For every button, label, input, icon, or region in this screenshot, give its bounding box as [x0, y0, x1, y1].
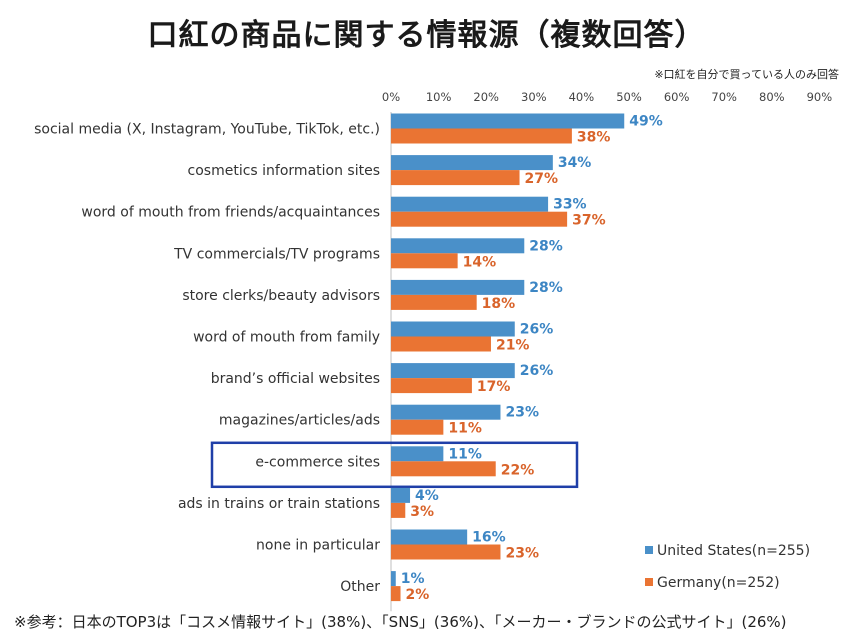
category-label: store clerks/beauty advisors: [182, 288, 380, 304]
data-label-united-states: 11%: [448, 446, 482, 462]
bar-united-states: [391, 571, 396, 587]
data-label-united-states: 28%: [529, 238, 563, 254]
bar-germany: [391, 170, 520, 186]
bar-germany: [391, 253, 458, 269]
data-label-united-states: 23%: [505, 405, 539, 421]
category-label: e-commerce sites: [255, 454, 380, 470]
category-label: Other: [340, 579, 380, 595]
data-label-united-states: 26%: [520, 322, 554, 338]
data-label-germany: 27%: [525, 171, 559, 187]
data-label-germany: 37%: [572, 213, 606, 229]
bar-united-states: [391, 529, 468, 545]
category-label: ads in trains or train stations: [178, 496, 380, 512]
bar-united-states: [391, 446, 444, 462]
x-tick-label: 20%: [473, 90, 499, 104]
data-label-united-states: 26%: [520, 363, 554, 379]
bar-germany: [391, 419, 444, 435]
highlight-box: [210, 441, 579, 489]
x-tick-label: 30%: [521, 90, 547, 104]
x-tick-label: 80%: [759, 90, 785, 104]
data-label-united-states: 16%: [472, 530, 506, 546]
data-label-germany: 17%: [477, 379, 511, 395]
data-label-germany: 11%: [448, 421, 482, 437]
category-label: social media (X, Instagram, YouTube, Tik…: [34, 122, 380, 138]
category-label: magazines/articles/ads: [219, 413, 380, 429]
bar-germany: [391, 211, 568, 227]
category-label: none in particular: [256, 538, 380, 554]
chart-title: 口紅の商品に関する情報源（複数回答）: [147, 18, 706, 53]
legend-label-germany: Germany(n=252): [657, 575, 780, 591]
legend-swatch-united-states: [645, 546, 653, 554]
bar-germany: [391, 502, 406, 518]
bar-united-states: [391, 321, 515, 337]
data-label-germany: 18%: [482, 296, 516, 312]
legend-swatch-germany: [645, 578, 653, 586]
bar-germany: [391, 586, 401, 602]
bar-united-states: [391, 196, 549, 212]
data-label-united-states: 28%: [529, 280, 563, 296]
x-tick-label: 50%: [616, 90, 642, 104]
bar-united-states: [391, 363, 515, 379]
data-label-germany: 23%: [505, 546, 539, 562]
category-label: word of mouth from family: [193, 330, 380, 346]
data-label-united-states: 1%: [401, 571, 425, 587]
bar-germany: [391, 461, 496, 477]
bar-germany: [391, 128, 572, 144]
bar-united-states: [391, 404, 501, 420]
bar-united-states: [391, 155, 553, 171]
bar-germany: [391, 378, 472, 394]
data-label-united-states: 49%: [629, 114, 663, 130]
data-label-germany: 38%: [577, 130, 611, 146]
category-label: TV commercials/TV programs: [173, 246, 380, 262]
data-label-united-states: 34%: [558, 155, 592, 171]
bar-germany: [391, 336, 491, 352]
x-tick-label: 10%: [426, 90, 452, 104]
respondent-note: ※口紅を自分で買っている人のみ回答: [654, 68, 839, 81]
data-label-united-states: 33%: [553, 197, 587, 213]
bar-united-states: [391, 487, 411, 503]
x-tick-label: 0%: [382, 90, 400, 104]
bar-united-states: [391, 238, 525, 254]
category-label: brand’s official websites: [211, 371, 380, 387]
data-label-germany: 2%: [406, 587, 430, 603]
data-label-germany: 21%: [496, 338, 530, 354]
data-label-germany: 3%: [410, 504, 434, 520]
x-tick-label: 60%: [664, 90, 690, 104]
category-label: cosmetics information sites: [188, 163, 380, 179]
bar-united-states: [391, 113, 625, 129]
x-tick-label: 40%: [569, 90, 595, 104]
bar-united-states: [391, 279, 525, 295]
data-label-germany: 22%: [501, 462, 535, 478]
bar-germany: [391, 294, 477, 310]
category-label: word of mouth from friends/acquaintances: [81, 205, 380, 221]
bar-germany: [391, 544, 501, 560]
data-label-united-states: 4%: [415, 488, 439, 504]
japan-reference-footnote: ※参考：日本のTOP3は「コスメ情報サイト」(38%)、「SNS」(36%)、「…: [14, 613, 787, 631]
x-tick-label: 70%: [711, 90, 737, 104]
data-label-germany: 14%: [463, 254, 497, 270]
x-tick-label: 90%: [807, 90, 833, 104]
legend-label-united-states: United States(n=255): [657, 543, 810, 559]
